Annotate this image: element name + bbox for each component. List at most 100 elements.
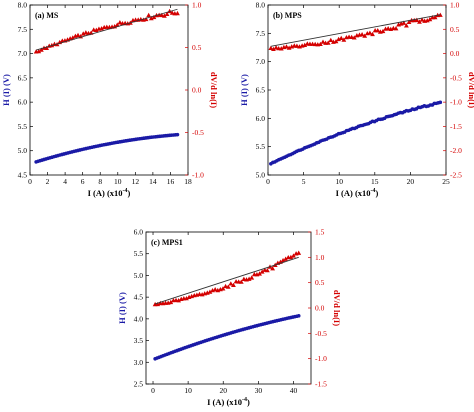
y-right-tick-label: -2.5 <box>450 171 462 180</box>
x-axis-label-close: ) <box>247 397 250 407</box>
dv-data-point <box>169 10 175 15</box>
dv-data-point <box>341 37 347 42</box>
x-axis-label-exponent: -4 <box>123 188 128 194</box>
y-left-tick-label: 3.5 <box>134 336 144 345</box>
y-left-tick-label: 8.0 <box>18 1 28 10</box>
y-right-tick-label: -2.0 <box>450 146 462 155</box>
dv-data-point <box>238 279 244 284</box>
y-left-axis-label: H (I) (V) <box>117 292 127 324</box>
x-axis-label-text: I (A) (x10 <box>207 397 242 407</box>
y-left-tick-label: 6.0 <box>256 114 266 123</box>
x-tick-label: 0 <box>28 177 32 186</box>
panel-label: (c) MPS1 <box>151 238 183 247</box>
dv-data-point <box>328 37 334 43</box>
x-tick-label: 2 <box>46 177 50 186</box>
dv-data-point <box>338 35 344 41</box>
dv-data-point <box>36 48 42 54</box>
dv-data-point <box>225 284 231 289</box>
dv-data-point <box>207 289 213 294</box>
dv-data-point <box>393 26 399 31</box>
dv-data-point <box>220 286 226 291</box>
y-left-tick-label: 2.5 <box>134 380 144 389</box>
y-right-tick-label: 0.0 <box>450 49 460 58</box>
dv-data-point <box>424 18 430 23</box>
panel-label: (a) MS <box>35 11 59 20</box>
dv-data-point <box>249 275 255 280</box>
dv-data-point <box>264 267 270 273</box>
y-right-tick-label: 0.5 <box>450 25 460 34</box>
x-axis-label-exponent: -4 <box>242 397 247 403</box>
dv-data-point <box>302 42 308 47</box>
y-left-tick-label: 5.0 <box>256 171 266 180</box>
dv-data-point <box>70 35 76 40</box>
y-left-tick-label: 5.5 <box>256 142 266 151</box>
dv-data-point <box>375 28 381 33</box>
panel-ms: 0 2 4 6 8 10 12 14 16 18 4.5 5.0 5.5 6.0 6.5 7.0 7.5 8.0 -… <box>1 1 219 199</box>
y-left-tick-label: 3.0 <box>134 358 144 367</box>
dv-data-point <box>268 45 274 51</box>
y-left-tick-label: 4.5 <box>134 293 144 302</box>
dv-data-point <box>44 45 50 50</box>
dv-data-point <box>176 298 182 303</box>
y-left-tick-label: 5.5 <box>18 122 28 131</box>
dv-data-point <box>270 266 276 271</box>
y-right-tick-label: -1.0 <box>192 171 204 180</box>
dv-data-point <box>404 23 409 28</box>
y-left-tick-label: 4.5 <box>18 171 28 180</box>
dv-data-point <box>325 40 331 45</box>
y-right-tick-label: -1.5 <box>315 380 327 389</box>
h-data-point <box>296 314 301 318</box>
fit-line <box>154 256 299 305</box>
dv-data-point <box>380 28 386 34</box>
dv-data-point <box>175 10 180 16</box>
dv-data-point <box>284 44 289 49</box>
panel-label: (b) MPS <box>273 11 302 20</box>
y-right-axis-label: dV/d ln(I) <box>332 290 342 326</box>
y-left-tick-label: 4.0 <box>134 314 144 323</box>
fit-line <box>36 8 178 51</box>
x-tick-label: 0 <box>266 177 270 186</box>
y-right-tick-label: 0.5 <box>192 43 202 52</box>
x-tick-label: 10 <box>114 177 122 186</box>
y-left-tick-label: 6.0 <box>18 98 28 107</box>
dv-data-point <box>291 253 296 258</box>
dv-data-point <box>231 282 236 288</box>
x-tick-label: 5 <box>302 177 306 186</box>
x-tick-label: 4 <box>63 177 67 186</box>
y-right-tick-label: 1.0 <box>315 253 325 262</box>
x-tick-label: 10 <box>335 177 343 186</box>
y-left-tick-label: 5.5 <box>134 249 144 258</box>
dv-data-point <box>280 257 286 263</box>
y-right-tick-label: 1.5 <box>315 228 325 237</box>
y-right-tick-label: 1.0 <box>450 1 460 10</box>
x-tick-label: 18 <box>184 177 192 186</box>
dv-data-point <box>286 45 292 50</box>
y-right-axis-label: dV/d ln(I) <box>209 72 219 108</box>
y-left-tick-label: 8.0 <box>256 1 266 10</box>
dv-data-point <box>164 11 170 16</box>
y-right-tick-label: 0.0 <box>192 86 202 95</box>
x-tick-label: 14 <box>149 177 157 186</box>
h-data-point <box>175 132 180 137</box>
dv-data-point <box>99 26 104 31</box>
y-left-axis-label: H (I) (V) <box>1 74 11 106</box>
x-tick-label: 16 <box>167 177 175 186</box>
x-axis-label-close: ) <box>376 188 379 198</box>
dv-data-point <box>257 271 262 276</box>
dv-data-point <box>228 281 234 286</box>
y-right-tick-label: 0.5 <box>315 278 325 287</box>
panel-mps: 0 5 10 15 20 25 5.0 5.5 6.0 6.5 7.0 7.5 8.0 -2.5 -2.0 -… <box>239 1 474 199</box>
h-data-point <box>438 100 443 105</box>
x-axis-label: I (A) (x10-4) <box>336 188 379 198</box>
dv-data-point <box>427 16 433 22</box>
y-right-tick-label: -0.5 <box>192 128 204 137</box>
x-tick-label: 0 <box>151 386 155 395</box>
x-tick-label: 10 <box>184 386 192 395</box>
dv-data-point <box>93 27 99 32</box>
dv-data-point <box>212 287 218 292</box>
dv-data-point <box>367 30 373 35</box>
dv-data-point <box>320 39 326 44</box>
x-tick-label: 6 <box>81 177 85 186</box>
dv-data-point <box>351 35 357 40</box>
dv-data-point <box>414 17 420 23</box>
